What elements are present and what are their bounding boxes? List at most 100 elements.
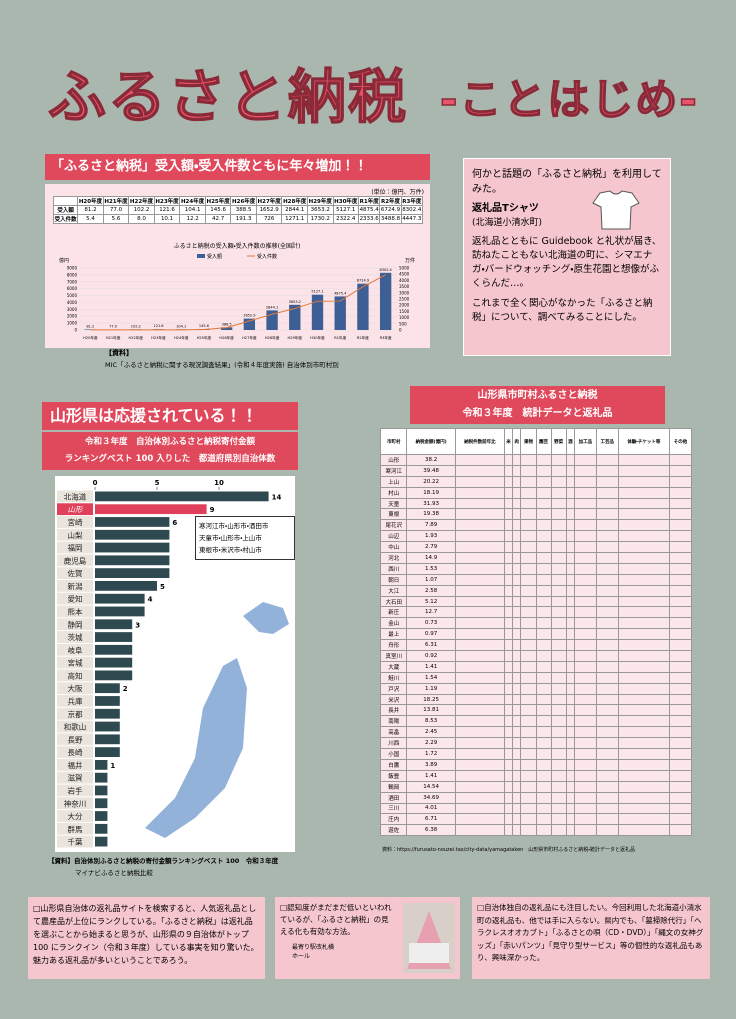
legend-label: 受入件数: [257, 253, 277, 260]
table-cell: 2333.6: [359, 215, 380, 224]
table-cell: 1.41: [407, 661, 455, 672]
data-label: 2: [123, 685, 128, 693]
table-row: 天童31.93: [381, 498, 692, 509]
table-cell-empty: [618, 770, 669, 781]
table-cell-empty: [596, 825, 618, 836]
table-cell-empty: [455, 520, 504, 531]
table-cell-empty: [574, 487, 596, 498]
table-cell: 19.38: [407, 509, 455, 520]
table-cell-empty: [521, 694, 536, 705]
table-cell-empty: [551, 694, 566, 705]
table-cell-empty: [596, 738, 618, 749]
table-cell-empty: [536, 770, 551, 781]
table-cell-empty: [574, 683, 596, 694]
table-cell-empty: [513, 803, 521, 814]
subtitle: ランキングベスト 100 入りした 都道府県別自治体数: [42, 451, 298, 468]
city-line: 東根市・米沢市・村山市: [199, 544, 291, 556]
unit-label: (単位：億円、万件): [371, 187, 424, 196]
table-cell-empty: [574, 607, 596, 618]
table-cell-empty: [513, 716, 521, 727]
table-cell-empty: [536, 781, 551, 792]
table-cell-empty: [618, 705, 669, 716]
table-cell-empty: [670, 487, 692, 498]
table-cell-empty: [513, 629, 521, 640]
table-cell-empty: [566, 781, 574, 792]
table-cell: 39.48: [407, 465, 455, 476]
table-cell-empty: [504, 574, 512, 585]
table-cell: 朝日: [381, 574, 407, 585]
y-tick-label: 2000: [67, 314, 78, 319]
table-cell: 4447.3: [401, 215, 422, 224]
table-cell-empty: [566, 640, 574, 651]
table-cell-empty: [596, 803, 618, 814]
table-row: 飯豊1.41: [381, 770, 692, 781]
data-label: 1: [110, 762, 115, 770]
table-cell-empty: [566, 607, 574, 618]
table-cell-empty: [504, 672, 512, 683]
table-cell-empty: [551, 542, 566, 553]
table-cell-empty: [513, 563, 521, 574]
table-cell-empty: [670, 683, 692, 694]
table-cell-empty: [536, 563, 551, 574]
table-cell-empty: [455, 629, 504, 640]
table-cell: 舟形: [381, 640, 407, 651]
table-cell-empty: [618, 640, 669, 651]
x-tick-label: H28年度: [265, 335, 280, 340]
table-cell-empty: [536, 694, 551, 705]
table-cell-empty: [566, 661, 574, 672]
x-tick-label: H23年度: [151, 335, 166, 340]
x-tick-label: 0: [93, 479, 98, 487]
table-cell: 1.41: [407, 770, 455, 781]
table-cell-empty: [574, 792, 596, 803]
y-tick-label: 9000: [67, 266, 78, 271]
table-cell-empty: [618, 465, 669, 476]
table-cell-empty: [670, 498, 692, 509]
category-label: 北海道: [64, 491, 87, 501]
table-cell: 6.31: [407, 640, 455, 651]
table-cell-empty: [536, 476, 551, 487]
table-cell-empty: [670, 651, 692, 662]
table-cell-empty: [521, 803, 536, 814]
table-cell-empty: [670, 596, 692, 607]
table-cell-empty: [536, 585, 551, 596]
table-cell-empty: [596, 498, 618, 509]
table-cell: 102.2: [129, 206, 155, 215]
table-cell-empty: [618, 814, 669, 825]
table-cell: 最上: [381, 629, 407, 640]
table-cell: 388.5: [231, 206, 257, 215]
table-cell: 1.07: [407, 574, 455, 585]
table-cell: 0.92: [407, 651, 455, 662]
bar: [95, 645, 132, 655]
table-header: H20年度: [78, 197, 104, 206]
category-label: 千葉: [68, 837, 83, 847]
bar: [95, 811, 107, 821]
data-label: 2844.1: [266, 305, 278, 309]
table-cell-empty: [551, 618, 566, 629]
bar: [95, 747, 120, 757]
municipal-table: 市町村納税金額(億円)納税件数前年比米肉果物園芸野菜酒加工品工芸品体験・チケット…: [380, 428, 692, 836]
table-cell-empty: [574, 803, 596, 814]
source-text: MIC「ふるさと納税に関する現況調査結果」(令和４年度実施) 自治体別市町村別: [105, 359, 339, 369]
x-tick-label: R3年度: [380, 335, 392, 340]
table-cell-empty: [455, 738, 504, 749]
table-cell-empty: [670, 814, 692, 825]
table-cell-empty: [536, 672, 551, 683]
table-cell-empty: [536, 661, 551, 672]
table-cell: 5.6: [103, 215, 129, 224]
table-cell: 鮭川: [381, 672, 407, 683]
table-cell-empty: [504, 781, 512, 792]
table-cell-empty: [670, 770, 692, 781]
data-label: 388.5: [222, 322, 232, 326]
table-cell: 1.19: [407, 683, 455, 694]
bar: [95, 683, 120, 693]
data-label: 3: [135, 621, 140, 629]
y2-tick-label: 4000: [399, 278, 410, 283]
table-cell: 6724.9: [380, 206, 401, 215]
category-label: 宮崎: [68, 517, 83, 527]
table-cell-empty: [551, 455, 566, 466]
table-row: 三川4.01: [381, 803, 692, 814]
table-cell: 8.53: [407, 716, 455, 727]
table-cell: 121.6: [154, 206, 180, 215]
table-row: 最上0.97: [381, 629, 692, 640]
table-cell-empty: [504, 531, 512, 542]
